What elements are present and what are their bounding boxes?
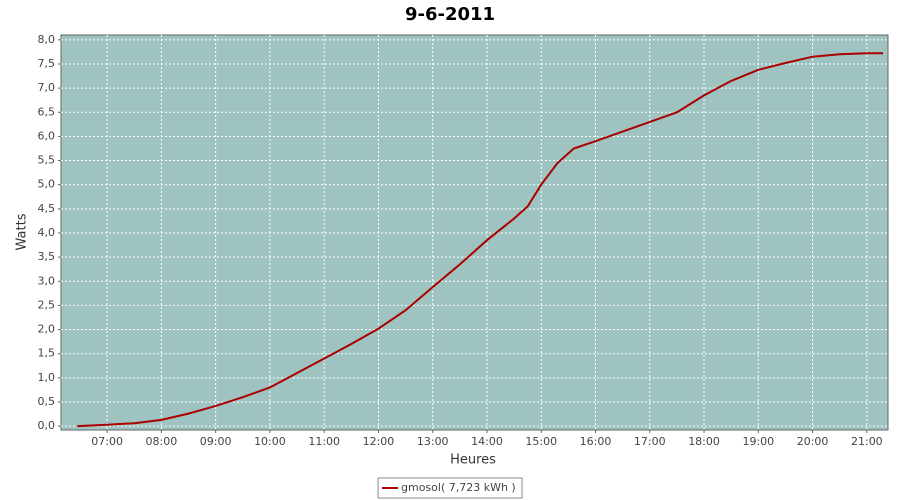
data-line [77,52,884,428]
x-tick-label: 09:00 [200,435,232,448]
chart-title: 9-6-2011 [405,4,495,25]
y-axis-label: Watts [15,213,30,250]
x-tick-label: 12:00 [363,435,395,448]
y-tick-label: 8,0 [38,33,56,46]
x-axis-label: Heures [450,453,496,468]
y-tick-label: 0,0 [38,419,56,432]
x-tick-label: 19:00 [742,435,774,448]
y-tick-label: 7,5 [38,57,56,70]
y-tick-label: 7,0 [38,81,56,94]
y-tick-label: 0,5 [38,395,56,408]
y-tick-label: 2,0 [38,323,56,336]
x-tick-label: 07:00 [91,435,123,448]
legend-box [377,477,523,499]
x-tick-label: 16:00 [580,435,612,448]
y-tick-label: 1,0 [38,371,56,384]
legend-label: gmosol( 7,723 kWh ) [401,481,516,494]
y-tick-label: 1,5 [38,347,56,360]
y-tick-label: 5,0 [38,178,56,191]
x-tick-label: 08:00 [146,435,178,448]
x-tick-label: 15:00 [525,435,557,448]
x-tick-label: 10:00 [254,435,286,448]
y-tick-label: 3,0 [38,274,56,287]
x-tick-label: 13:00 [417,435,449,448]
x-tick-label: 17:00 [634,435,666,448]
y-tick-label: 6,0 [38,129,56,142]
x-tick-label: 14:00 [471,435,503,448]
y-tick-label: 3,5 [38,250,56,263]
y-tick-label: 5,5 [38,154,56,167]
y-tick-label: 6,5 [38,105,56,118]
x-tick-label: 21:00 [851,435,883,448]
x-tick-label: 11:00 [308,435,340,448]
x-tick-label: 18:00 [688,435,720,448]
x-tick-label: 20:00 [797,435,829,448]
y-tick-label: 4,5 [38,202,56,215]
y-tick-label: 2,5 [38,298,56,311]
y-tick-label: 4,0 [38,226,56,239]
